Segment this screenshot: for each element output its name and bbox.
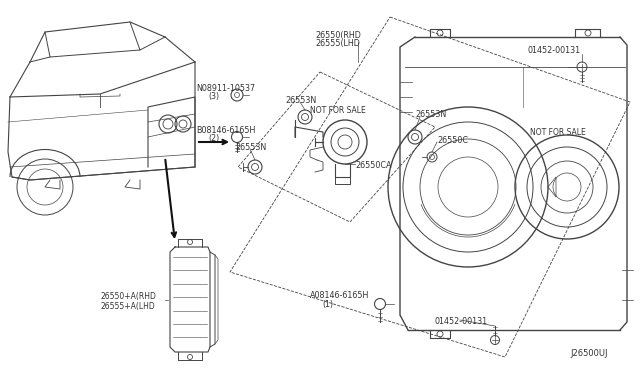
Text: 26553N: 26553N (285, 96, 316, 105)
Text: 26550(RHD: 26550(RHD (315, 31, 361, 39)
Text: NOT FOR SALE: NOT FOR SALE (310, 106, 365, 115)
Text: 26555(LHD: 26555(LHD (315, 38, 360, 48)
Text: B08146-6165H: B08146-6165H (196, 125, 255, 135)
Text: NOT FOR SALE: NOT FOR SALE (530, 128, 586, 137)
Text: (1): (1) (322, 299, 333, 308)
Text: 26550C: 26550C (437, 135, 468, 144)
Text: 01452-00131: 01452-00131 (435, 317, 488, 327)
Text: 26550CA: 26550CA (355, 160, 392, 170)
Text: (2): (2) (208, 134, 220, 142)
Text: (3): (3) (208, 92, 219, 100)
Text: A08146-6165H: A08146-6165H (310, 292, 369, 301)
Text: 26550+A(RHD: 26550+A(RHD (100, 292, 156, 301)
Text: 26555+A(LHD: 26555+A(LHD (100, 301, 155, 311)
Text: J26500UJ: J26500UJ (570, 350, 607, 359)
Text: 01452-00131: 01452-00131 (528, 45, 581, 55)
Text: 26553N: 26553N (415, 109, 446, 119)
Text: N08911-10537: N08911-10537 (196, 83, 255, 93)
Text: 26553N: 26553N (235, 142, 266, 151)
